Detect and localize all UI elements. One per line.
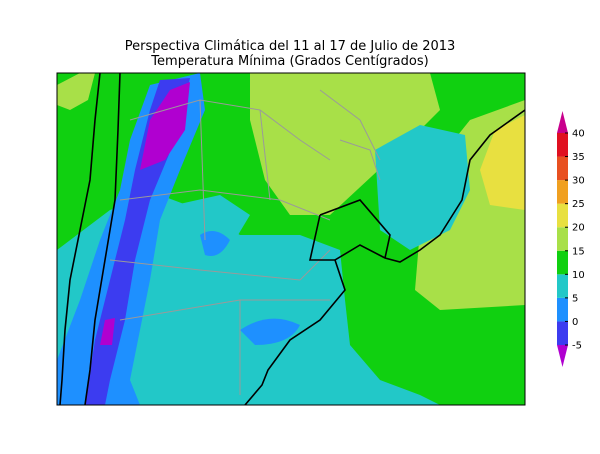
temperature-field [57, 73, 525, 405]
colorbar-tick-label: 20 [572, 223, 585, 234]
colorbar-band [557, 297, 568, 322]
colorbar-tick-label: 5 [572, 293, 578, 304]
colorbar-tick-label: 25 [572, 199, 585, 210]
colorbar-band [557, 227, 568, 251]
colorbar-tick-label: 30 [572, 176, 585, 187]
colorbar-band [557, 156, 568, 181]
colorbar-tick-label: 15 [572, 246, 585, 257]
title: Perspectiva Climática del 11 al 17 de Ju… [125, 39, 456, 54]
colorbar: -5 0 5 10 15 20 25 30 35 40 [557, 111, 585, 367]
colorbar-low-end [557, 345, 568, 367]
map-frame [56, 72, 526, 406]
colorbar-high-end [557, 111, 568, 133]
colorbar-band [557, 180, 568, 204]
colorbar-tick-label: 35 [572, 152, 585, 163]
colorbar-band [557, 203, 568, 228]
colorbar-band [557, 274, 568, 298]
subtitle: Temperatura Mínima (Grados Centígrados) [150, 54, 428, 69]
colorbar-tick-label: 40 [572, 129, 585, 140]
colorbar-band [557, 321, 568, 345]
colorbar-band [557, 133, 568, 157]
colorbar-band [557, 250, 568, 275]
colorbar-tick-label: 0 [572, 317, 578, 328]
colorbar-tick-label: 10 [572, 270, 585, 281]
colorbar-tick-label: -5 [572, 341, 582, 352]
